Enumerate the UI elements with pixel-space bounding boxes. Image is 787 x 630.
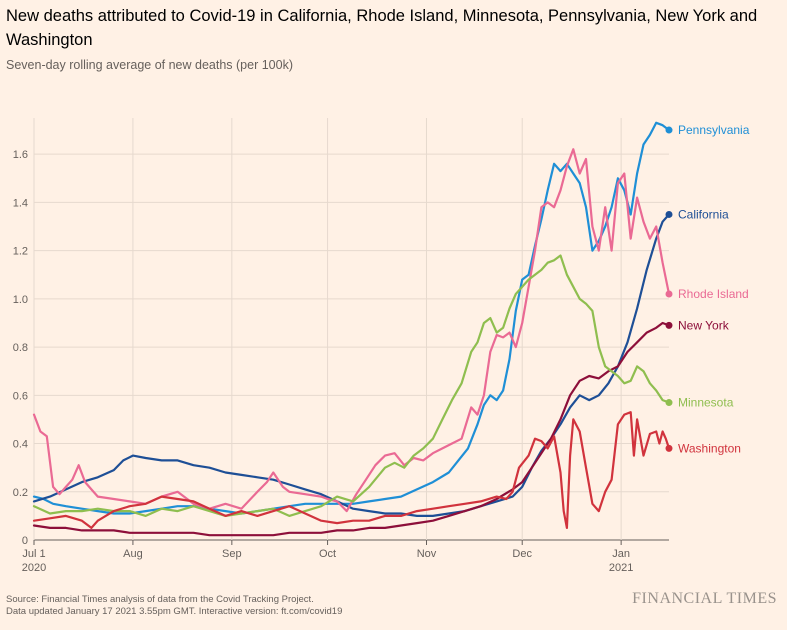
- x-tick-label: Sep: [222, 548, 242, 560]
- series-line-new-york: [32, 321, 671, 537]
- updated-line: Data updated January 17 2021 3.55pm GMT.…: [6, 606, 343, 617]
- y-tick-label: 0: [22, 535, 28, 547]
- source-line: Source: Financial Times analysis of data…: [6, 594, 314, 605]
- series-line-rhode-island: [32, 148, 671, 513]
- series-endpoint-california: [665, 210, 673, 218]
- x-axis: Jul 1 2020 Aug Sep Oct Nov Dec Jan 2021: [22, 540, 633, 574]
- y-tick-label: 1.0: [13, 294, 28, 306]
- series-endpoint-pennsylvania: [665, 126, 673, 134]
- series-endpoint-minnesota: [665, 399, 673, 407]
- series-label-minnesota: Minnesota: [678, 396, 734, 410]
- series-label-california: California: [678, 207, 729, 221]
- series-endpoint-new-york: [665, 321, 673, 329]
- series-label-pennsylvania: Pennsylvania: [678, 123, 750, 137]
- series-lines: [32, 121, 671, 537]
- series-label-washington: Washington: [678, 441, 741, 455]
- chart-subtitle: Seven-day rolling average of new deaths …: [6, 58, 293, 72]
- x-tick-year-label: 2021: [609, 562, 633, 574]
- source-note: Source: Financial Times analysis of data…: [6, 594, 342, 618]
- series-line-pennsylvania: [32, 121, 671, 515]
- y-tick-label: 1.6: [13, 149, 28, 161]
- y-tick-label: 1.4: [13, 197, 28, 209]
- brand-logo: FINANCIAL TIMES: [632, 590, 777, 607]
- series-line-washington: [32, 411, 671, 529]
- x-tick-label: Aug: [123, 548, 143, 560]
- series-label-new-york: New York: [678, 318, 730, 332]
- series-endpoints: Pennsylvania California Rhode Island New Yo…: [665, 123, 750, 455]
- series-endpoint-rhode-island: [665, 290, 673, 298]
- x-tick-label: Nov: [417, 548, 437, 560]
- y-tick-label: 0.2: [13, 487, 28, 499]
- series-label-rhode-island: Rhode Island: [678, 287, 749, 301]
- grid: [33, 118, 669, 541]
- x-tick-label: Jul 1: [22, 548, 45, 560]
- y-tick-label: 0.8: [13, 342, 28, 354]
- x-tick-label: Dec: [512, 548, 532, 560]
- x-tick-year-label: 2020: [22, 562, 46, 574]
- series-endpoint-washington: [665, 444, 673, 452]
- series-line-california: [32, 213, 671, 517]
- y-tick-label: 1.2: [13, 246, 28, 258]
- series-line-minnesota: [32, 254, 671, 517]
- x-tick-label: Jan: [612, 548, 630, 560]
- chart-title: New deaths attributed to Covid-19 in Cal…: [6, 7, 758, 49]
- y-tick-label: 0.4: [13, 439, 28, 451]
- y-tick-label: 0.6: [13, 390, 28, 402]
- x-tick-label: Oct: [319, 548, 336, 560]
- y-axis: 0 0.2 0.4 0.6 0.8 1.0 1.2 1.4 1.6: [13, 149, 28, 547]
